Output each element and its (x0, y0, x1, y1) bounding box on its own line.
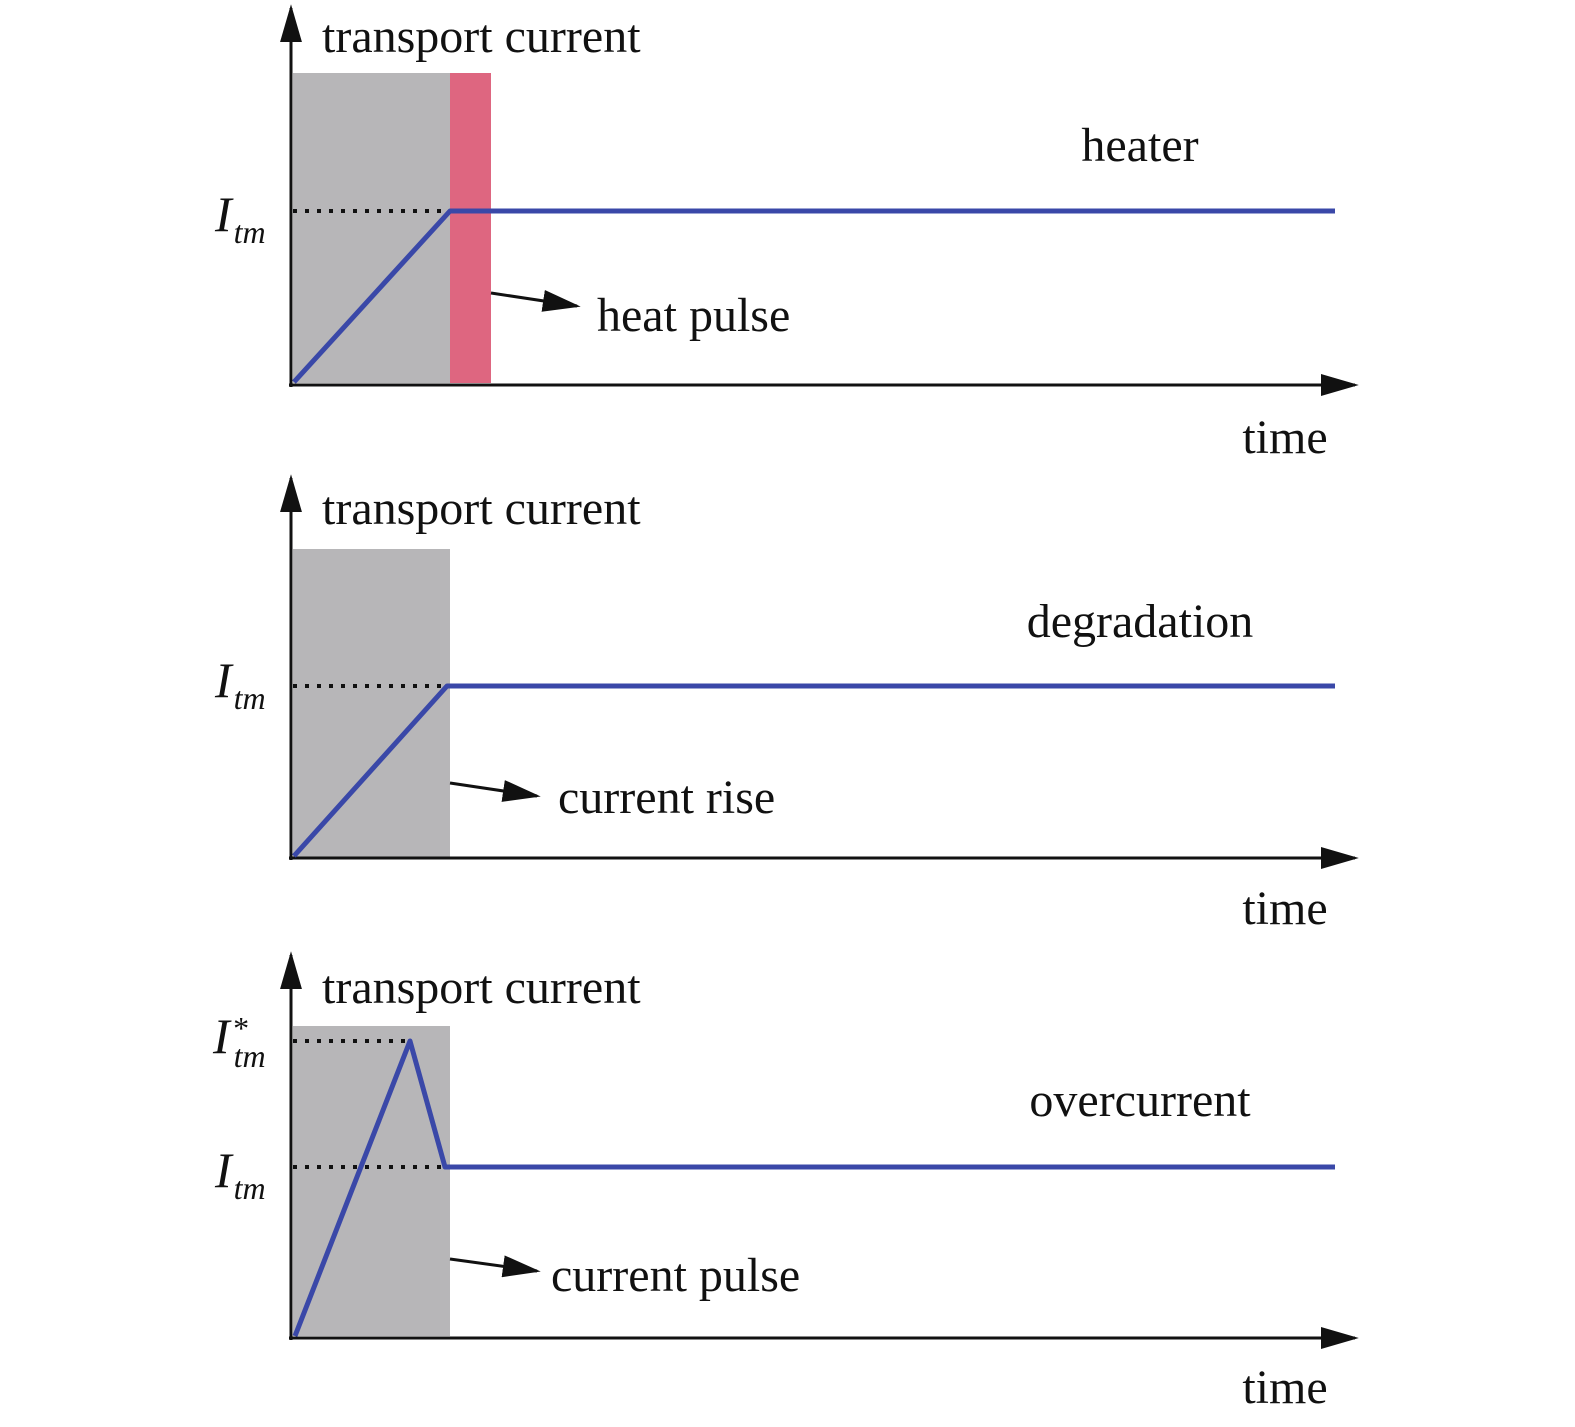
arrow (490, 290, 581, 312)
panel-heater: transport current time heater heat pulse… (214, 4, 1359, 464)
symbol: I (214, 186, 234, 242)
x-axis-label: time (1242, 882, 1327, 935)
y-axis-label: transport current (322, 961, 641, 1014)
symbol: I (212, 1008, 232, 1064)
level-label: Itm (214, 652, 266, 716)
y-axis-label: transport current (322, 482, 641, 535)
panel-overcurrent: transport current time overcurrent curre… (212, 951, 1359, 1414)
level-label: Itm (214, 186, 266, 250)
subscript: tm (234, 1170, 266, 1206)
panel-degradation: transport current time degradation curre… (214, 474, 1359, 935)
window (293, 1026, 450, 1336)
mode-label: overcurrent (1029, 1074, 1251, 1127)
annotation: heat pulse (597, 289, 790, 342)
subscript: tm (234, 1038, 266, 1074)
current-curve (292, 1038, 1335, 1337)
level-label: Itm (214, 1142, 266, 1206)
annotation: current pulse (551, 1249, 800, 1302)
current-curve (292, 208, 1335, 384)
subscript: tm (234, 680, 266, 716)
x-axis-label: time (1242, 1361, 1327, 1414)
y-axis-label: transport current (322, 10, 641, 63)
superscript: * (232, 1010, 248, 1046)
arrow (449, 1255, 541, 1278)
symbol: I (214, 1142, 234, 1198)
symbol: I (214, 652, 234, 708)
x-axis-label: time (1242, 411, 1327, 464)
subscript: tm (234, 214, 266, 250)
window (293, 549, 450, 858)
current-curve (292, 683, 1335, 858)
annotation: current rise (558, 771, 775, 824)
mode-label: degradation (1027, 595, 1254, 648)
heat-pulse-bar (450, 73, 491, 383)
level-label: I* tm (212, 1008, 266, 1074)
arrow (449, 780, 541, 802)
mode-label: heater (1081, 119, 1198, 172)
window (293, 73, 450, 383)
